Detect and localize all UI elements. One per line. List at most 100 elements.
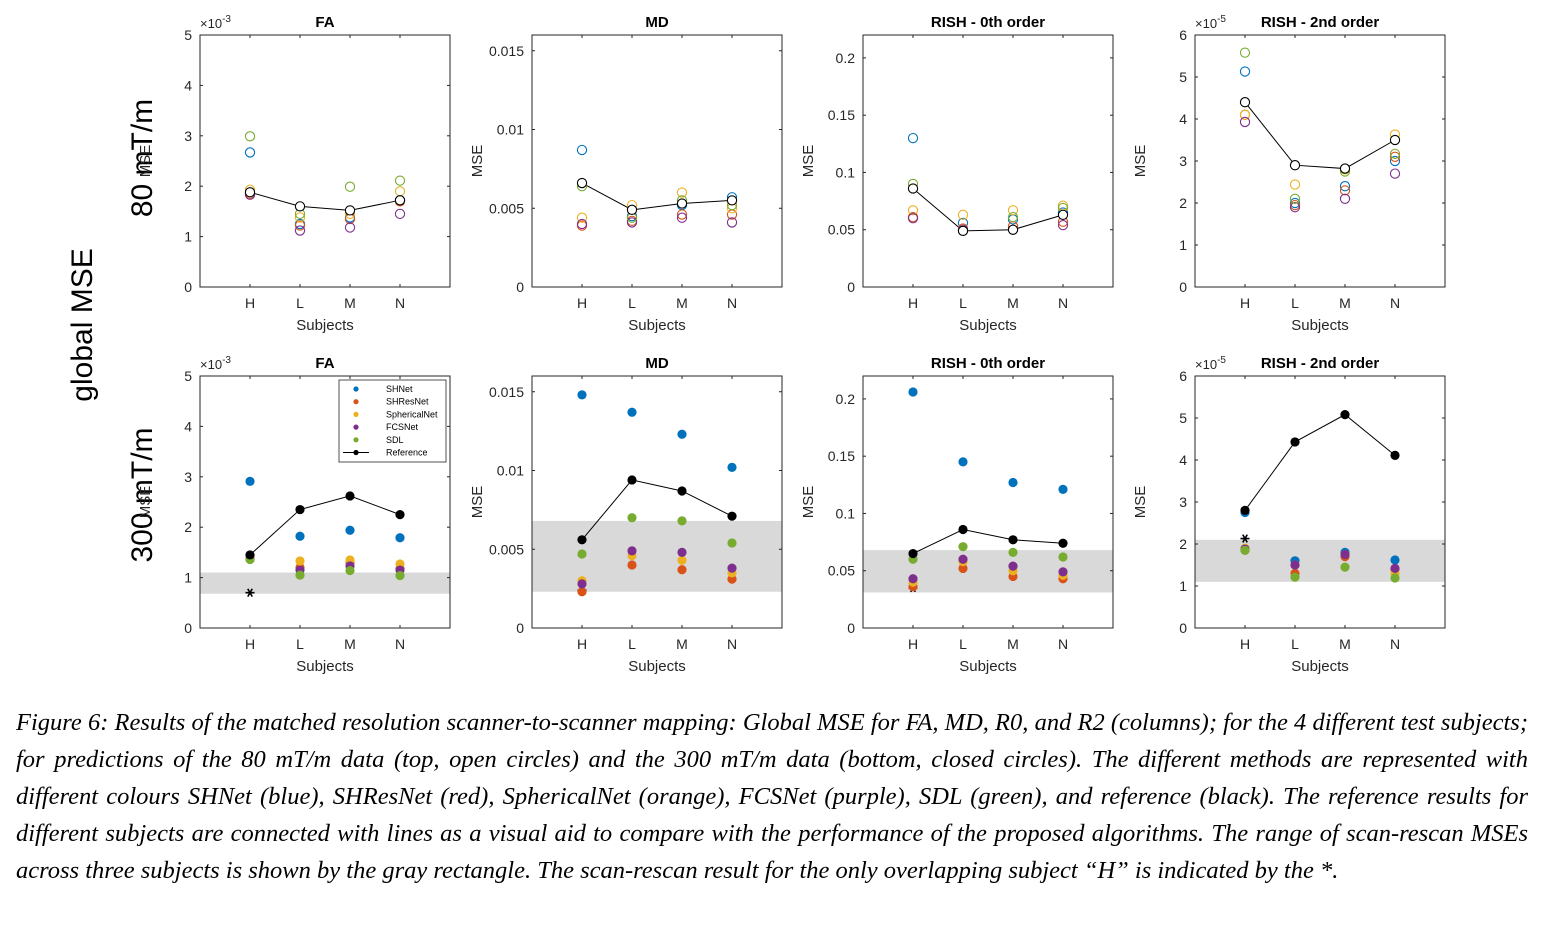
y-tick-label: 0.15: [828, 107, 855, 123]
legend-marker-shnet: [353, 386, 359, 392]
legend-box: [338, 379, 447, 463]
point-reference-L: [294, 201, 306, 212]
point-fcsnet-H: [907, 213, 919, 224]
legend-marker-shresnet: [353, 399, 359, 405]
y-tick-label: 2: [1179, 195, 1187, 211]
point-reference-L: [295, 504, 305, 515]
point-fcsnet-M: [1340, 549, 1350, 560]
y-tick-label: 5: [1179, 69, 1187, 85]
point-fcsnet-L: [627, 546, 637, 556]
y-tick-label: 0.05: [828, 563, 855, 579]
point-sdl-N: [395, 570, 405, 581]
panel-top-MD: 0 0.005 0.01 0.015 H L M N MD Subjects MSE: [469, 14, 783, 334]
point-fcsnet-L: [958, 554, 968, 564]
legend-label-sdl: SDL: [386, 435, 404, 445]
reference-line: [249, 191, 401, 211]
x-tick-label: M: [676, 636, 688, 652]
axes-box: [1194, 34, 1446, 288]
point-sdl-M: [344, 181, 356, 192]
y-tick-label: 0: [516, 279, 524, 295]
x-tick-label: L: [628, 295, 636, 311]
x-tick-label: M: [1339, 295, 1351, 311]
point-shnet-H: [576, 144, 588, 156]
y-tick-label: 0: [847, 279, 855, 295]
panel-top-R2: 0 1 2 3 4 5 6 H L M N RISH - 2nd order Subjects MSE ×1…: [1132, 14, 1446, 334]
point-shnet-H: [1239, 66, 1251, 77]
point-reference-M: [1340, 410, 1350, 420]
x-axis-label: Subjects: [628, 658, 686, 675]
point-shnet-H: [577, 390, 587, 400]
panel-title: MD: [645, 14, 668, 31]
panel-bottom-R2: 0 1 2 3 4 5 6 H L M N RISH - 2nd order Subjects MSE ×1…: [1132, 355, 1446, 675]
axes-box: [531, 34, 783, 288]
point-reference-M: [1339, 163, 1351, 174]
y-tick-label: 5: [1179, 410, 1187, 426]
x-axis-label: Subjects: [296, 317, 354, 334]
axis-exponent-power: -3: [222, 355, 231, 366]
point-reference-L: [1290, 437, 1300, 447]
point-reference-L: [1289, 160, 1301, 171]
y-tick-label: 4: [184, 418, 192, 434]
point-fcsnet-N: [726, 217, 738, 228]
axes-box: [531, 375, 783, 629]
y-tick-label: 5: [184, 368, 192, 384]
point-reference-M: [1008, 535, 1018, 545]
y-tick-label: 0: [1179, 620, 1187, 636]
point-shnet-N: [1058, 484, 1068, 494]
point-reference-M: [1007, 224, 1019, 235]
legend-marker-sdl: [353, 437, 359, 443]
point-sdl-M: [1007, 211, 1019, 223]
point-sdl-L: [1289, 193, 1301, 204]
y-axis-label: MSE: [137, 486, 154, 519]
point-sphericalnet-H: [1239, 109, 1251, 120]
y-tick-label: 2: [184, 178, 192, 194]
y-tick-label: 1: [1179, 237, 1187, 253]
point-reference-H: [1240, 505, 1250, 515]
point-sdl-M: [1340, 562, 1350, 572]
point-reference-H: [576, 177, 588, 189]
axis-exponent: ×10-3: [200, 355, 231, 372]
legend-marker-fcsnet: [353, 424, 359, 430]
point-shnet-N: [395, 533, 405, 543]
panel-title: FA: [315, 14, 334, 31]
legend-label-sphericalnet: SphericalNet: [386, 409, 438, 419]
point-fcsnet-H: [576, 218, 588, 230]
y-tick-label: 0.01: [497, 122, 524, 138]
y-tick-label: 3: [184, 128, 192, 144]
x-tick-label: L: [959, 636, 967, 652]
point-fcsnet-N: [1058, 567, 1068, 577]
y-axis-label: MSE: [469, 486, 486, 519]
point-shnet-M: [345, 525, 355, 535]
x-tick-label: H: [245, 636, 255, 652]
point-shnet-L: [958, 457, 968, 467]
scan-rescan-star: [1240, 534, 1250, 543]
legend-label-reference: Reference: [386, 448, 428, 458]
point-reference-L: [958, 524, 968, 535]
y-axis-label: MSE: [137, 145, 154, 178]
axis-exponent-power: -3: [222, 14, 231, 25]
point-sphericalnet-L: [957, 209, 969, 220]
x-tick-label: M: [1007, 295, 1019, 311]
x-tick-label: L: [628, 636, 636, 652]
x-tick-label: M: [676, 295, 688, 311]
point-reference-M: [677, 486, 687, 496]
y-tick-label: 1: [184, 570, 192, 586]
point-fcsnet-N: [1389, 168, 1401, 179]
point-fcsnet-L: [1290, 560, 1300, 570]
x-tick-label: N: [727, 295, 737, 311]
point-sdl-H: [1240, 545, 1250, 555]
x-axis-label: Subjects: [628, 317, 686, 334]
point-shresnet-L: [627, 560, 637, 570]
point-reference-H: [908, 548, 918, 559]
x-tick-label: N: [1390, 636, 1400, 652]
panel-title: RISH - 2nd order: [1261, 14, 1380, 31]
point-sphericalnet-N: [1057, 200, 1069, 211]
axes-box: [199, 34, 451, 288]
x-tick-label: H: [577, 636, 587, 652]
axes-box: [862, 375, 1114, 629]
x-tick-label: H: [1240, 295, 1250, 311]
point-sdl-H: [1239, 47, 1251, 58]
panel-title: RISH - 0th order: [931, 14, 1045, 31]
x-axis-label: Subjects: [959, 317, 1017, 334]
legend: SHNet SHResNet SphericalNet FCSNet SDL Refere…: [338, 379, 447, 463]
